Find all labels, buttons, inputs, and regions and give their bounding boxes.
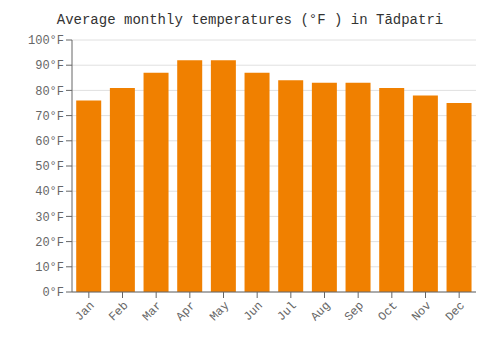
- svg-text:20°F: 20°F: [35, 236, 64, 250]
- svg-text:60°F: 60°F: [35, 135, 64, 149]
- svg-text:Dec: Dec: [443, 299, 468, 324]
- svg-text:Jan: Jan: [73, 299, 98, 324]
- svg-text:30°F: 30°F: [35, 211, 64, 225]
- svg-text:100°F: 100°F: [28, 34, 64, 48]
- svg-text:10°F: 10°F: [35, 261, 64, 275]
- svg-text:Feb: Feb: [106, 299, 131, 324]
- svg-text:Sep: Sep: [342, 299, 367, 324]
- html-text:Average monthly temperatures (: Average monthly temperatures (°F ) in Tā…: [56, 12, 444, 28]
- svg-text:Jun: Jun: [241, 299, 266, 324]
- svg-text:Aug: Aug: [308, 299, 333, 324]
- svg-text:50°F: 50°F: [35, 160, 64, 174]
- svg-text:Jul: Jul: [275, 299, 300, 324]
- svg-text:Oct: Oct: [376, 299, 401, 324]
- svg-text:May: May: [207, 299, 232, 324]
- svg-text:80°F: 80°F: [35, 85, 64, 99]
- svg-text:90°F: 90°F: [35, 59, 64, 73]
- svg-text:Nov: Nov: [409, 299, 434, 324]
- svg-text:70°F: 70°F: [35, 110, 64, 124]
- svg-text:40°F: 40°F: [35, 185, 64, 199]
- svg-text:Mar: Mar: [140, 299, 165, 324]
- svg-text:Apr: Apr: [174, 299, 199, 324]
- svg-text:0°F: 0°F: [42, 286, 64, 300]
